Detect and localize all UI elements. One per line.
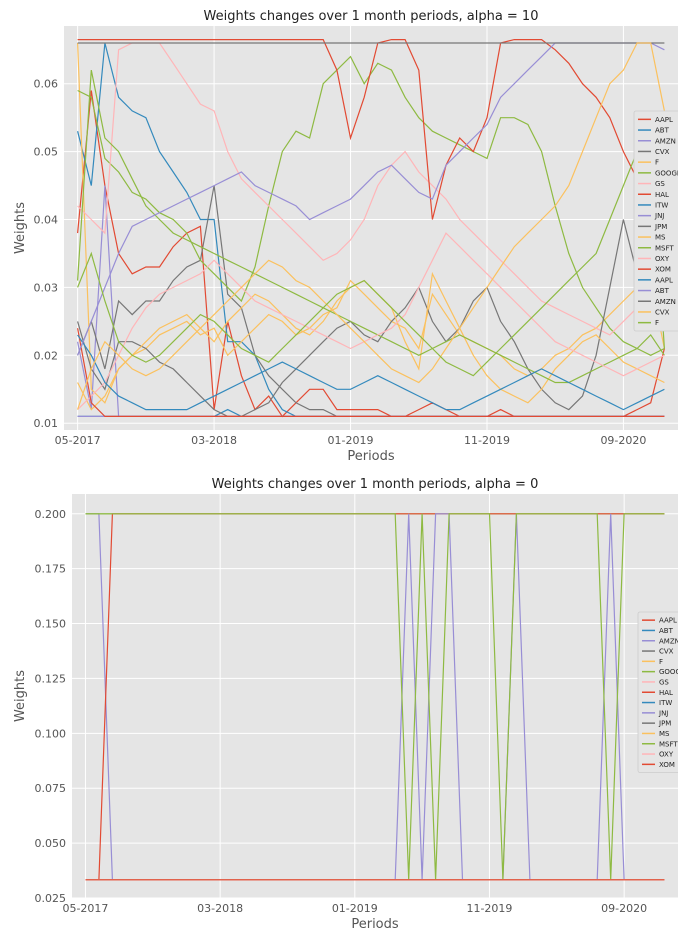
legend-label: GS — [655, 180, 665, 188]
y-tick-label: 0.02 — [34, 349, 59, 362]
x-tick-label: 03-2018 — [191, 434, 237, 447]
series-line-aapl — [77, 334, 665, 411]
y-tick-label: 0.01 — [34, 417, 59, 430]
legend-label: JNJ — [658, 709, 668, 717]
plot-area — [72, 494, 678, 898]
series-line-hal — [77, 38, 665, 220]
y-tick-label: 0.06 — [34, 78, 59, 91]
legend-label: ITW — [659, 699, 672, 707]
legend-label: XOM — [655, 266, 671, 274]
series-group — [85, 513, 665, 881]
y-tick-label: 0.03 — [34, 281, 59, 294]
y-tick-label: 0.025 — [35, 892, 67, 905]
legend-label: ITW — [655, 201, 668, 209]
legend: AAPL ABT AMZN CVX F GOOGL GS HAL ITW JNJ JPM MS MSFT… — [633, 110, 678, 332]
series-line-msft — [85, 513, 665, 880]
series-line-oxy — [77, 232, 665, 411]
series-line-f — [77, 136, 665, 377]
legend-label: GOOGL — [655, 169, 678, 177]
legend-label: MSFT — [655, 244, 674, 252]
legend-label: AAPL — [659, 617, 677, 625]
y-tick-label: 0.075 — [35, 782, 67, 795]
legend-label: CVX — [655, 148, 670, 156]
y-tick-label: 0.04 — [34, 214, 59, 227]
y-tick-label: 0.150 — [35, 618, 67, 631]
series-line-f — [77, 42, 665, 404]
legend-label: GS — [659, 678, 669, 686]
legend-label: GOOGL — [659, 668, 678, 676]
legend-label: XOM — [659, 761, 675, 769]
series-line-xom — [77, 328, 665, 417]
y-tick-label: 0.050 — [35, 837, 67, 850]
legend-label: MS — [659, 730, 670, 738]
x-tick-label: 11-2019 — [466, 902, 512, 915]
series-line-gs — [77, 42, 665, 336]
y-tick-label: 0.100 — [35, 727, 67, 740]
legend-label: F — [655, 319, 659, 327]
legend-label: AMZN — [655, 298, 676, 306]
legend-label: JPM — [654, 223, 667, 231]
legend-label: MSFT — [659, 740, 678, 748]
chart-title: Weights changes over 1 month periods, al… — [212, 477, 539, 492]
legend-label: F — [659, 658, 663, 666]
legend: AAPL ABT AMZN CVX F GOOGL GS HAL ITW JNJ JPM MS MSFT… — [637, 611, 678, 773]
x-tick-label: 01-2019 — [332, 902, 378, 915]
y-axis-label: Weights — [13, 670, 28, 722]
legend-label: AMZN — [659, 637, 678, 645]
x-axis-label: Periods — [347, 449, 395, 464]
legend-label: AAPL — [655, 116, 673, 124]
legend-label: ABT — [655, 287, 670, 295]
x-tick-label: 01-2019 — [328, 434, 374, 447]
y-tick-label: 0.05 — [34, 146, 59, 159]
series-line-cvx — [77, 42, 665, 410]
legend-box — [633, 110, 678, 332]
x-axis-label: Periods — [351, 917, 399, 932]
legend-label: CVX — [659, 648, 674, 656]
chart-alpha-0: 0.025 0.050 0.075 0.100 0.125 0.150 0.175 0.200… — [13, 477, 678, 932]
legend-label: JNJ — [654, 212, 664, 220]
legend-label: ABT — [655, 127, 670, 135]
legend-label: JPM — [658, 720, 671, 728]
legend-label: OXY — [655, 255, 670, 263]
legend-label: HAL — [659, 689, 673, 697]
y-tick-label: 0.125 — [35, 672, 67, 685]
legend-label: MS — [655, 234, 666, 242]
x-tick-label: 09-2020 — [601, 902, 647, 915]
series-line-msft — [77, 69, 665, 384]
y-axis-label: Weights — [13, 202, 28, 254]
x-tick-label: 11-2019 — [464, 434, 510, 447]
chart-title: Weights changes over 1 month periods, al… — [204, 9, 539, 24]
x-tick-label: 05-2017 — [55, 434, 101, 447]
y-tick-label: 0.175 — [35, 563, 67, 576]
chart-alpha-10: 0.01 0.02 0.03 0.04 0.05 0.06 05-2017 03-2018 01… — [13, 9, 678, 464]
legend-label: ABT — [659, 627, 674, 635]
x-tick-label: 09-2020 — [600, 434, 646, 447]
series-line-googl — [77, 55, 665, 356]
legend-label: CVX — [655, 308, 670, 316]
legend-label: AMZN — [655, 137, 676, 145]
y-tick-label: 0.200 — [35, 508, 67, 521]
legend-label: AAPL — [655, 276, 673, 284]
legend-label: F — [655, 159, 659, 167]
x-tick-label: 05-2017 — [62, 902, 108, 915]
legend-label: OXY — [659, 751, 674, 759]
legend-box — [637, 611, 678, 773]
series-group — [77, 38, 665, 418]
legend-label: HAL — [655, 191, 669, 199]
x-tick-label: 03-2018 — [197, 902, 243, 915]
